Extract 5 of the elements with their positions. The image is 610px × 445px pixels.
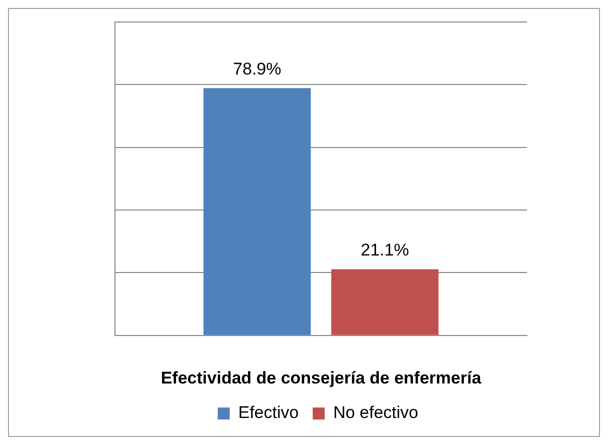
data-label: 21.1% — [360, 240, 409, 260]
data-label: 78.9% — [233, 59, 282, 78]
legend-label: Efectivo — [238, 403, 299, 422]
x-axis-title: Efectividad de consejería de enfermería — [160, 368, 482, 388]
legend-label: No efectivo — [333, 403, 418, 422]
